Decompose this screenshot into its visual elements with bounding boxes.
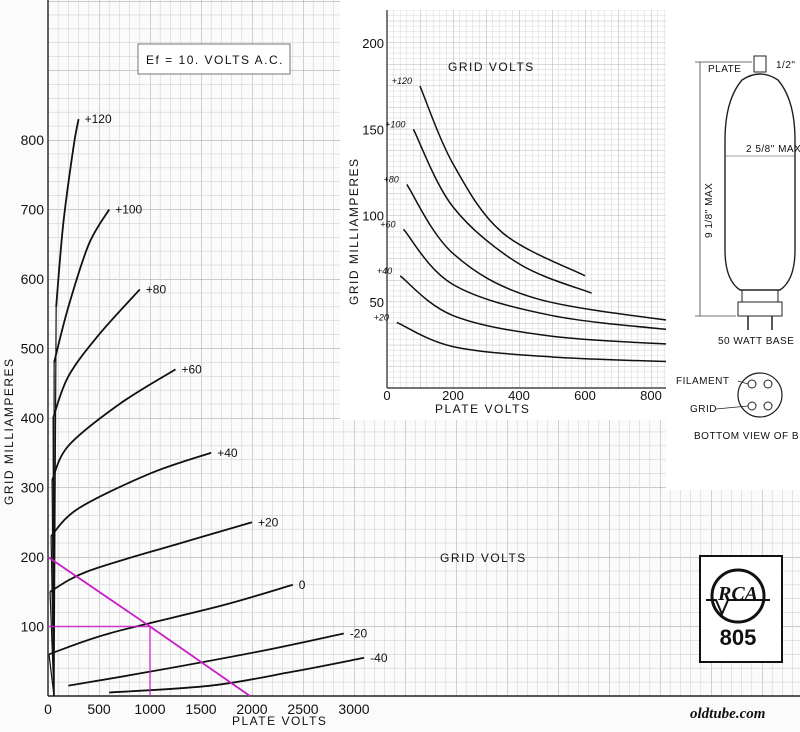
main-x-tick-label: 1500: [185, 701, 216, 717]
main-y-tick-label: 300: [21, 480, 45, 496]
main-curve-label: +60: [182, 362, 203, 376]
main-curve-plus80: [52, 288, 141, 419]
inset-x-tick-label: 600: [574, 388, 596, 403]
main-curve-label: 0: [299, 578, 306, 592]
main-y-axis-title: GRID MILLIAMPERES: [2, 357, 16, 505]
inset-curve-plus120: [419, 85, 586, 277]
bottom-view-caption: BOTTOM VIEW OF B: [694, 431, 799, 442]
rca-lightning-bolt: [706, 599, 770, 617]
inset-x-axis-title: PLATE VOLTS: [435, 402, 530, 416]
main-curve-plus120: [55, 118, 80, 307]
inset-curve-label: +100: [385, 119, 405, 129]
inset-curve-plus60: [402, 228, 685, 332]
main-curve-label: +120: [85, 112, 112, 126]
main-curve-label: +40: [217, 446, 238, 460]
load-line-overlay: [47, 556, 251, 697]
base-pin-hole: [763, 401, 773, 411]
main-y-tick-label: 600: [21, 271, 45, 287]
grid-pin-label: GRID: [690, 404, 717, 415]
inset-curve-plus100: [412, 128, 592, 294]
main-y-tick-label: 800: [21, 132, 45, 148]
tube-envelope: [724, 73, 796, 291]
filament-voltage-box: [137, 43, 291, 75]
base-pin-hole: [763, 379, 773, 389]
grid-leader: [715, 405, 749, 410]
cap-dimension-label: 1/2": [776, 60, 795, 71]
inset-curve-label: +120: [392, 76, 412, 86]
plate-cap-label: PLATE: [708, 64, 741, 75]
main-curve-plus60: [51, 368, 176, 481]
main-x-tick-label: 3000: [338, 701, 369, 717]
main-x-tick-label: 1000: [134, 701, 165, 717]
main-curve-plus20: [49, 521, 253, 593]
main-x-tick-label: 2500: [287, 701, 318, 717]
inset-curve-label: +80: [384, 174, 399, 184]
main-y-tick-label: 100: [21, 619, 45, 635]
main-y-tick-label: 700: [21, 202, 45, 218]
inset-grid-volts-label: GRID VOLTS: [448, 60, 535, 74]
main-curve-plus100: [53, 209, 110, 363]
tube-base: [737, 301, 783, 317]
inset-x-tick-label: 0: [383, 388, 390, 403]
main-x-axis-title: PLATE VOLTS: [232, 714, 327, 728]
main-curve-minus20: [68, 632, 344, 687]
main-curve-label: +20: [258, 515, 279, 529]
inset-curve-label: +60: [380, 219, 395, 229]
operating-point-projection: [48, 625, 151, 696]
main-curve-label: +100: [115, 203, 142, 217]
main-curves: [48, 118, 365, 697]
inset-curves: [396, 85, 685, 363]
main-curve-label: -40: [370, 651, 388, 665]
main-x-tick-label: 2000: [236, 701, 267, 717]
tube-plate-cap: [753, 55, 767, 73]
inset-curve-plus20: [396, 321, 685, 363]
inset-curve-plus40: [399, 275, 685, 346]
inset-y-axis-title: GRID MILLIAMPERES: [347, 157, 361, 305]
main-curve-0: [48, 583, 294, 656]
base-bottom-view: [737, 372, 783, 418]
inset-y-tick-label: 50: [370, 295, 384, 310]
inset-x-tick-label: 200: [442, 388, 464, 403]
diameter-label: 2 5/8" MAX: [746, 144, 800, 155]
zero-grid-volts-label: GRID VOLTS: [440, 551, 527, 565]
main-y-tick-label: 200: [21, 549, 45, 565]
filament-leader: [737, 380, 749, 385]
rca-brand-text: RCA: [717, 583, 758, 605]
main-x-tick-label: 500: [87, 701, 111, 717]
main-y-tick-label: 500: [21, 341, 45, 357]
main-curve-label: +80: [146, 282, 167, 296]
inset-y-tick-label: 200: [362, 36, 384, 51]
filament-pin-label: FILAMENT: [676, 376, 729, 387]
height-label: 9 1/8" MAX: [704, 183, 715, 238]
inset-y-tick-label: 100: [362, 209, 384, 224]
tube-model-number: 805: [720, 625, 757, 650]
main-tick-labels: 0 500 1000 1500 2000 2500 3000 100 200 300 400 500 6…: [21, 132, 370, 717]
inset-curve-label: +40: [377, 266, 392, 276]
inset-tick-labels: 0 200 400 600 800 50 100 150 200: [362, 36, 662, 403]
main-curve-stem: [49, 591, 55, 697]
main-curve-labels: +120 +100 +80 +60 +40 +20 0 -20-40: [85, 112, 388, 665]
filament-voltage-label: Ef = 10. VOLTS A.C.: [146, 53, 284, 67]
rca-logo: RCA 805: [699, 555, 783, 663]
inset-curve-labels: +120 +100 +80 +60 +40 +20: [374, 76, 412, 322]
tube-diagram: PLATE 1/2" 2 5/8" MAX 9 1/8" MAX 50 WATT…: [666, 0, 800, 490]
main-curve-stem: [48, 654, 55, 697]
main-x-tick-label: 0: [44, 701, 52, 717]
inset-curve-plus80: [406, 184, 685, 324]
inset-x-tick-label: 800: [640, 388, 662, 403]
inset-x-tick-label: 400: [508, 388, 530, 403]
inset-y-tick-label: 150: [362, 122, 384, 137]
base-type-label: 50 WATT BASE: [718, 336, 794, 347]
main-curve-label: -20: [350, 626, 368, 640]
watermark: oldtube.com: [690, 706, 765, 722]
main-y-tick-label: 400: [21, 410, 45, 426]
main-curve-plus40: [50, 451, 212, 537]
inset-curve-label: +20: [374, 312, 389, 322]
